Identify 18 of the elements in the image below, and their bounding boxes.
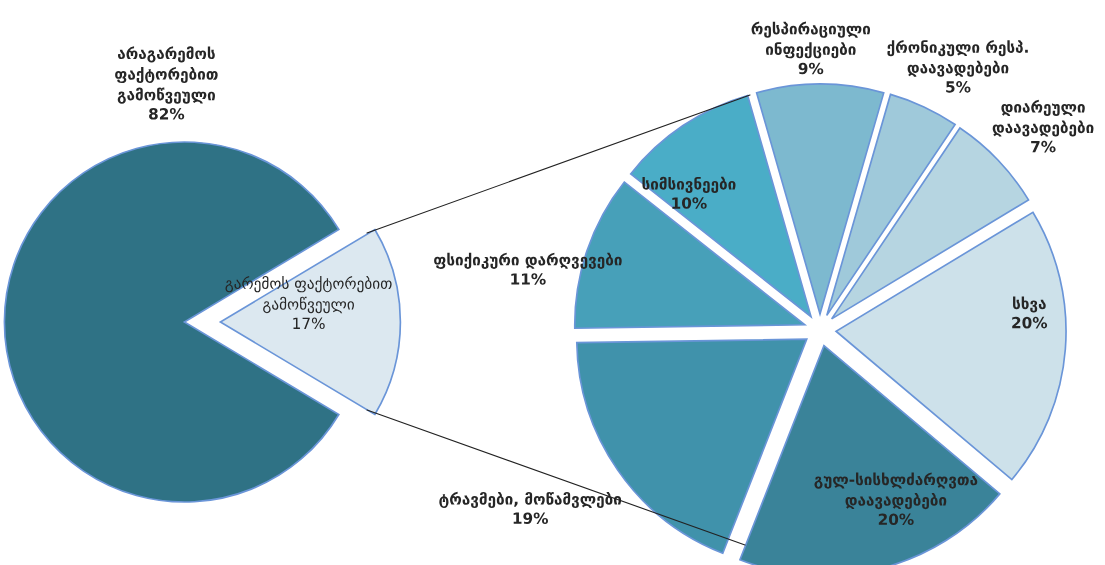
slice-label: გულ-სისხლძარღვთა დაავადებები bbox=[814, 472, 978, 510]
slice-label: ტრავმები, მოწამვლები bbox=[439, 491, 622, 509]
data-label: 17% bbox=[293, 317, 325, 330]
data-label: 11% bbox=[511, 273, 546, 285]
slice-label: სხვა bbox=[1013, 296, 1046, 313]
slice-label: სიმსივნეები bbox=[642, 176, 736, 193]
data-label: 20% bbox=[878, 513, 914, 526]
slice-label: არაგარემოს ფაქტორებით გამოწვეული bbox=[115, 46, 218, 104]
data-label: 5% bbox=[946, 81, 971, 93]
data-label: 20% bbox=[1012, 316, 1048, 329]
data-label: 7% bbox=[1031, 140, 1056, 153]
slice-label: რესპირაციული ინფექციები bbox=[751, 21, 871, 59]
data-label: 10% bbox=[672, 197, 707, 209]
data-label: 19% bbox=[513, 512, 548, 524]
data-label: 9% bbox=[798, 62, 824, 75]
data-label: 82% bbox=[149, 108, 185, 120]
slice-label: დიარეული დაავადებები bbox=[992, 99, 1094, 137]
slice-label: ქრონიკული რესპ. დაავადებები bbox=[887, 40, 1028, 77]
